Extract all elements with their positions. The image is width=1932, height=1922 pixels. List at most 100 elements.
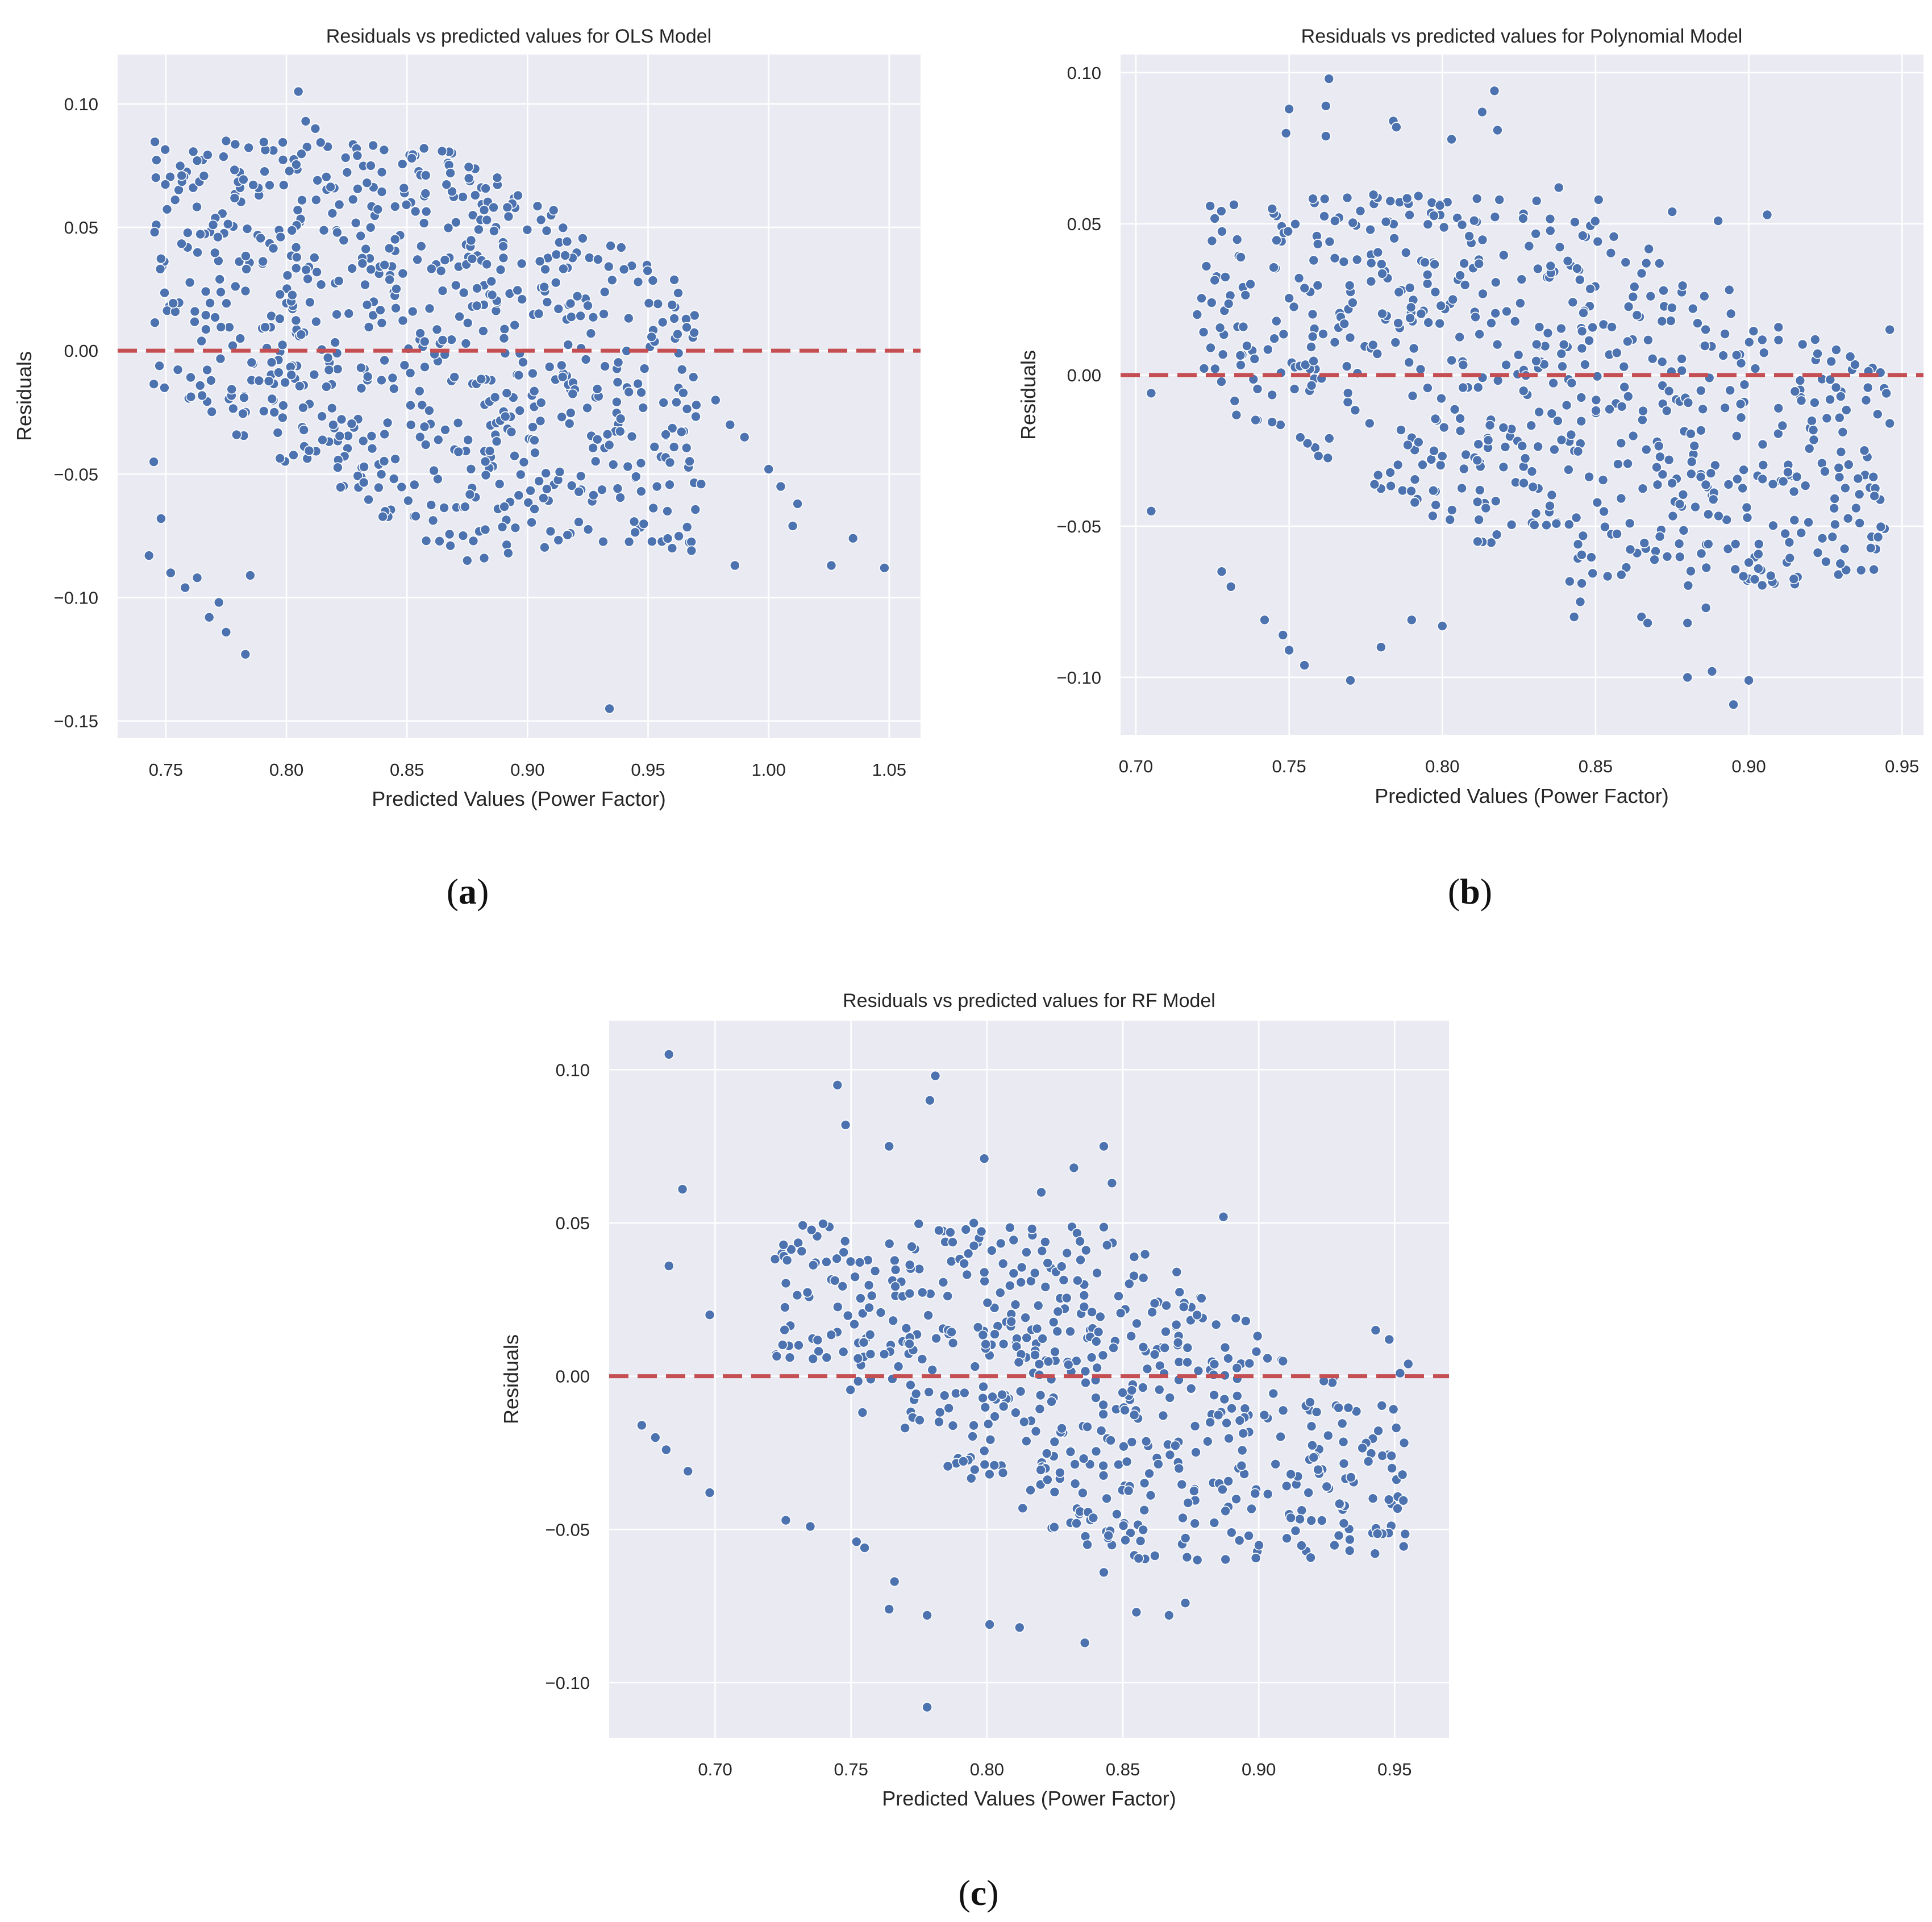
scatter-point-a-575: [497, 521, 508, 532]
scatter-point-c-595: [802, 1287, 813, 1298]
scatter-point-b-469: [1415, 308, 1427, 319]
scatter-point-b-319: [1235, 359, 1246, 371]
scatter-point-c-270: [968, 1217, 979, 1229]
scatter-point-a-574: [480, 456, 491, 467]
scatter-point-c-527: [778, 1239, 789, 1250]
scatter-point-a-667: [478, 326, 489, 336]
scatter-point-c-424: [980, 1402, 991, 1413]
scatter-point-a-758: [180, 582, 191, 593]
scatter-point-b-157: [1572, 446, 1584, 457]
scatter-point-b-630: [1377, 268, 1388, 279]
scatter-point-a-51: [582, 524, 594, 535]
scatter-point-b-209: [1364, 418, 1375, 429]
scatter-point-c-484: [1138, 1524, 1148, 1536]
scatter-point-b-542: [1576, 343, 1588, 354]
scatter-point-a-218: [414, 431, 426, 443]
scatter-point-a-514: [246, 357, 257, 368]
scatter-point-b-317: [1455, 270, 1465, 281]
scatter-point-c-183: [771, 1351, 782, 1362]
scatter-point-a-248: [243, 142, 255, 153]
scatter-point-a-516: [343, 308, 355, 319]
scatter-point-c-255: [1020, 1312, 1031, 1323]
scatter-point-c-176: [959, 1387, 970, 1399]
scatter-point-b-590: [1545, 260, 1556, 272]
scatter-point-b-408: [1404, 357, 1414, 368]
y-tick-label-b-0: 0.10: [1067, 63, 1101, 83]
scatter-point-c-247: [1277, 1405, 1289, 1416]
scatter-point-c-56: [1010, 1299, 1021, 1310]
scatter-point-a-724: [332, 227, 343, 238]
scatter-point-b-366: [1558, 339, 1569, 350]
scatter-point-b-423: [1844, 351, 1856, 362]
x-tick-label-c-4: 0.90: [1242, 1759, 1276, 1779]
scatter-point-c-475: [1307, 1440, 1318, 1451]
scatter-point-b-176: [1500, 442, 1511, 452]
scatter-point-b-22: [1546, 408, 1558, 419]
scatter-point-a-276: [635, 457, 647, 469]
scatter-point-c-519: [1091, 1336, 1102, 1347]
scatter-point-b-700: [1284, 644, 1294, 656]
scatter-points-a: [143, 86, 890, 714]
scatter-point-a-447: [418, 143, 430, 154]
scatter-point-b-348: [1686, 468, 1697, 480]
scatter-point-c-221: [1138, 1272, 1149, 1283]
scatter-point-a-595: [662, 533, 673, 544]
scatter-point-b-375: [1446, 355, 1457, 366]
scatter-point-c-273: [1065, 1446, 1076, 1457]
scatter-point-b-493: [1608, 231, 1619, 242]
scatter-point-b-714: [1743, 557, 1754, 568]
scatter-point-c-515: [781, 1255, 793, 1266]
scatter-point-a-153: [468, 535, 479, 547]
scatter-point-b-528: [1329, 336, 1340, 348]
scatter-point-c-274: [842, 1310, 853, 1321]
scatter-point-c-268: [1010, 1407, 1021, 1418]
scatter-point-b-671: [1700, 479, 1712, 490]
scatter-point-a-719: [311, 194, 322, 206]
scatter-point-a-744: [481, 214, 493, 226]
scatter-point-b-95: [1833, 569, 1844, 580]
scatter-point-b-276: [1449, 403, 1460, 415]
scatter-point-a-467: [259, 166, 270, 177]
scatter-point-b-623: [1523, 240, 1535, 252]
scatter-point-b-494: [1229, 199, 1239, 210]
scatter-point-a-579: [286, 369, 297, 381]
scatter-point-c-177: [1017, 1503, 1028, 1514]
scatter-point-b-632: [1205, 342, 1216, 353]
scatter-point-a-86: [352, 471, 364, 481]
scatter-point-b-225: [1687, 303, 1698, 314]
scatter-point-b-534: [1430, 500, 1441, 510]
scatter-point-a-646: [366, 430, 377, 442]
scatter-point-a-413: [200, 286, 211, 297]
x-axis-label-c: Predicted Values (Power Factor): [882, 1787, 1176, 1810]
scatter-point-a-349: [532, 201, 543, 212]
scatter-point-b-203: [1341, 361, 1352, 372]
scatter-point-a-459: [657, 317, 668, 328]
scatter-point-b-244: [1835, 446, 1847, 457]
scatter-point-c-199: [1075, 1254, 1086, 1266]
scatter-point-a-610: [286, 225, 298, 236]
scatter-point-a-332: [202, 149, 213, 160]
scatter-point-b-243: [1407, 390, 1418, 401]
scatter-point-b-519: [1267, 417, 1277, 428]
scatter-point-a-444: [564, 418, 575, 429]
scatter-point-c-198: [1383, 1494, 1394, 1505]
scatter-point-b-266: [1692, 318, 1703, 329]
scatter-point-c-609: [930, 1070, 941, 1081]
scatter-point-b-387: [1631, 310, 1643, 321]
scatter-point-a-733: [437, 335, 448, 346]
scatter-point-a-476: [446, 334, 457, 346]
scatter-point-b-480: [1627, 430, 1639, 442]
scatter-point-b-685: [1321, 131, 1331, 142]
scatter-point-a-123: [315, 137, 326, 148]
scatter-point-c-438: [1236, 1445, 1248, 1456]
scatter-point-b-357: [1571, 512, 1582, 523]
scatter-point-a-689: [612, 483, 623, 494]
scatter-point-b-19: [1401, 247, 1411, 258]
scatter-point-c-194: [1005, 1222, 1015, 1233]
scatter-point-c-128: [1139, 1249, 1151, 1260]
scatter-point-b-46: [1307, 309, 1318, 320]
scatter-point-a-241: [439, 255, 451, 265]
scatter-point-a-606: [561, 236, 573, 247]
scatter-point-b-712: [1728, 699, 1739, 710]
